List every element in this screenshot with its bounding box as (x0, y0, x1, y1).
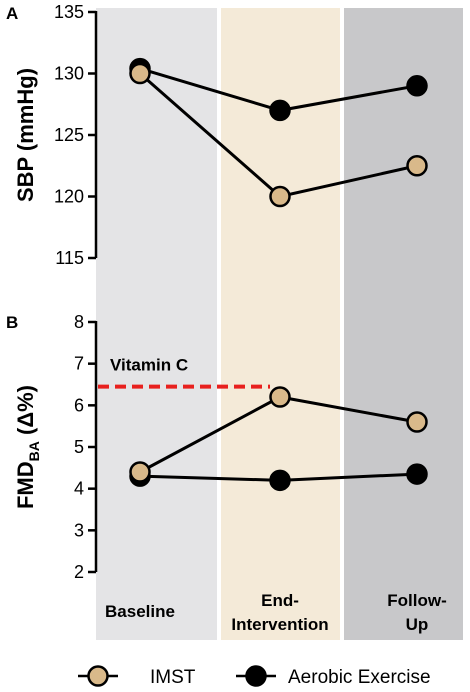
band-1 (96, 8, 217, 640)
point-aerobic (269, 469, 291, 492)
x-label-line1: Baseline (105, 602, 175, 621)
band-3 (344, 8, 463, 640)
x-category-labels: Baseline End- Intervention Follow- Up (105, 591, 447, 634)
y-tick-label: 120 (54, 187, 84, 207)
point-imst (406, 411, 428, 433)
legend-marker (87, 665, 109, 687)
y-tick-label: 115 (55, 248, 84, 268)
point-imst (269, 185, 291, 208)
y-tick-label: 6 (74, 395, 84, 415)
legend: IMST Aerobic Exercise (78, 665, 431, 688)
panel-b-y-axis-label: FMDBA (Δ%) (13, 385, 42, 509)
panel-b-y-axis: 2 3 4 5 6 7 8 (74, 312, 98, 582)
y-tick-label: 130 (54, 64, 84, 84)
panel-a-y-axis: 115 120 125 130 135 (54, 2, 98, 268)
x-label-line2: Intervention (231, 615, 328, 634)
panel-b-y-label-tail: (Δ%) (13, 385, 38, 441)
panel-a: A SBP (mmHg) 115 120 125 130 135 (6, 2, 428, 268)
x-label-line2: Up (406, 615, 429, 634)
point-aerobic (406, 75, 428, 97)
panel-a-letter: A (6, 4, 18, 23)
panel-b-y-label-main: FMD (13, 461, 38, 509)
x-label-line1: End- (261, 591, 299, 610)
panel-b-y-label-sub: BA (26, 441, 42, 461)
y-tick-label: 8 (74, 312, 84, 332)
y-tick-label: 7 (74, 354, 84, 374)
y-tick-label: 125 (54, 125, 84, 145)
legend-marker (245, 665, 267, 687)
point-imst (129, 62, 151, 85)
vitamin-c-label: Vitamin C (110, 356, 188, 375)
panel-a-points (129, 57, 428, 208)
point-aerobic (269, 99, 291, 122)
x-label-line1: Follow- (387, 591, 446, 610)
panel-a-y-axis-label: SBP (mmHg) (13, 68, 38, 202)
y-tick-label: 135 (54, 2, 84, 22)
y-tick-label: 5 (74, 437, 84, 457)
panel-b-letter: B (6, 313, 18, 332)
panel-b: B FMDBA (Δ%) 2 3 4 5 6 7 8 Vitamin C (6, 312, 428, 582)
y-tick-label: 4 (74, 479, 84, 499)
point-aerobic (406, 463, 428, 485)
vitamin-c-reference: Vitamin C (98, 356, 270, 389)
panel-b-points (129, 386, 428, 492)
y-tick-label: 3 (74, 520, 84, 540)
point-imst (406, 155, 428, 177)
legend-label: Aerobic Exercise (288, 667, 431, 688)
legend-label: IMST (150, 667, 196, 688)
y-tick-label: 2 (74, 562, 84, 582)
point-imst (129, 461, 151, 483)
point-imst (269, 386, 291, 408)
